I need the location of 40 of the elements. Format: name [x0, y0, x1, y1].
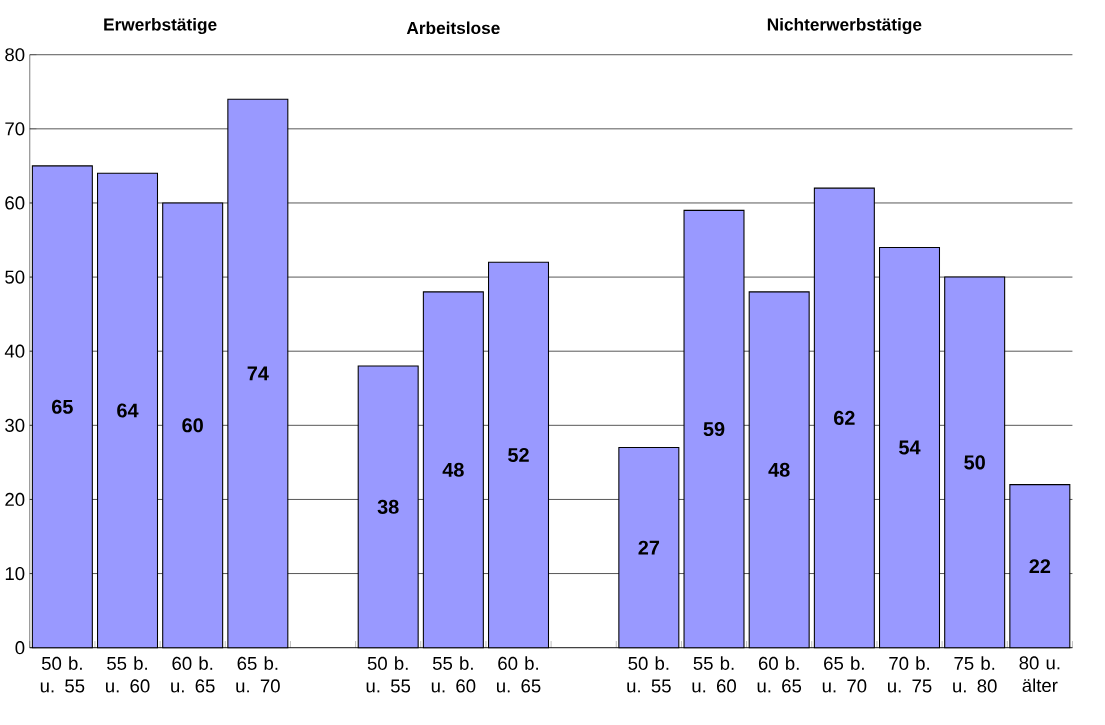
data-label: 59	[703, 421, 725, 436]
x-tick-label: 60 b. u. 65	[497, 656, 541, 693]
x-tick-label: 60 b. u. 65	[171, 656, 215, 693]
y-tick-label: 10	[5, 566, 25, 580]
y-tick-label: 30	[5, 418, 25, 432]
data-label: 62	[834, 410, 855, 425]
data-label: 38	[377, 499, 399, 514]
text: Nichterwerbstätige	[767, 17, 922, 34]
x-tick-label: 50 b. u. 55	[366, 656, 411, 693]
x-tick-label: 80 u. älter	[1019, 656, 1060, 692]
x-tick-label: 50 b. u. 55	[40, 656, 85, 693]
x-tick-label: 65 b. u. 70	[236, 656, 280, 693]
data-label: 65	[52, 399, 73, 414]
x-tick-label: 55 b. u. 60	[692, 656, 736, 693]
text: Arbeitslose	[406, 21, 500, 34]
data-label: 50	[964, 455, 985, 470]
y-tick-label: 70	[5, 122, 25, 136]
y-tick-label: 0	[15, 640, 25, 655]
data-label: 64	[117, 403, 139, 418]
data-label: 54	[899, 440, 921, 455]
x-tick-label: 75 b. u. 80	[953, 656, 997, 693]
x-tick-label: 55 b. u. 60	[431, 656, 476, 693]
data-label: 60	[182, 418, 203, 433]
y-tick-label: 80	[5, 47, 25, 62]
y-tick-label: 60	[5, 196, 25, 210]
x-tick-label: 65 b. u. 70	[822, 656, 867, 693]
y-tick-label: 40	[4, 344, 25, 358]
x-tick-label: 70 b. u. 75	[888, 656, 932, 693]
text: Erwerbstätige	[104, 17, 217, 34]
x-tick-label: 50 b. u. 55	[627, 656, 671, 693]
y-tick-label: 50	[5, 270, 25, 284]
data-label: 48	[768, 462, 790, 477]
data-label: 48	[442, 462, 464, 477]
data-label: 74	[247, 366, 269, 381]
x-tick-label: 55 b. u. 60	[106, 656, 150, 693]
data-label: 52	[508, 447, 529, 462]
x-tick-label: 60 b. u. 65	[757, 656, 802, 693]
y-tick-label: 20	[5, 492, 25, 506]
data-label: 27	[638, 540, 660, 555]
data-label: 22	[1029, 559, 1051, 573]
